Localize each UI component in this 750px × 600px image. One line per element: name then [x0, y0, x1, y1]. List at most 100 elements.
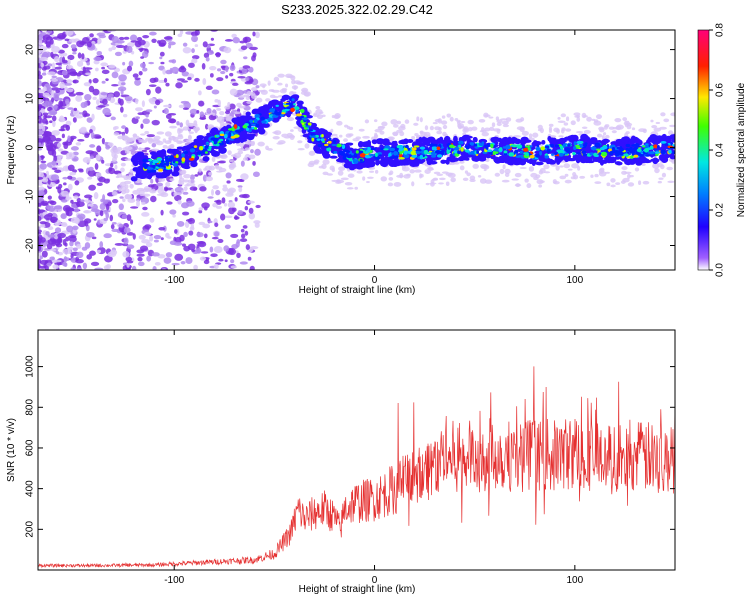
- noise-blob: [182, 126, 190, 131]
- ridge-blob: [160, 159, 165, 164]
- noise-blob: [594, 181, 602, 184]
- y-tick-label: 20: [25, 44, 36, 56]
- noise-blob: [51, 167, 58, 171]
- ridge-blob: [643, 144, 649, 148]
- noise-blob: [446, 113, 452, 118]
- noise-blob: [205, 258, 210, 262]
- ridge-blob: [502, 146, 508, 149]
- noise-blob: [259, 83, 267, 88]
- noise-blob: [61, 199, 68, 203]
- noise-blob: [137, 39, 146, 46]
- noise-blob: [141, 212, 150, 217]
- ridge-blob: [327, 140, 332, 144]
- noise-blob: [160, 209, 164, 216]
- noise-blob: [44, 100, 50, 108]
- noise-blob: [38, 80, 42, 87]
- ridge-blob: [280, 98, 286, 102]
- noise-blob: [331, 167, 335, 173]
- noise-blob: [139, 245, 149, 252]
- noise-blob: [627, 182, 635, 187]
- noise-blob: [207, 196, 214, 199]
- ridge-blob: [535, 153, 540, 158]
- noise-blob: [237, 75, 246, 79]
- noise-blob: [68, 235, 77, 243]
- noise-blob: [164, 140, 172, 144]
- noise-blob: [103, 217, 109, 222]
- ridge-blob: [204, 136, 210, 141]
- noise-blob: [326, 173, 333, 176]
- ridge-blob: [308, 129, 313, 132]
- noise-blob: [248, 66, 254, 73]
- noise-blob: [73, 207, 80, 213]
- noise-blob: [181, 80, 189, 83]
- noise-blob: [666, 166, 673, 171]
- noise-blob: [245, 76, 250, 82]
- noise-blob: [87, 206, 91, 210]
- noise-blob: [52, 264, 59, 270]
- noise-blob: [50, 97, 55, 103]
- ridge-blob: [461, 134, 471, 141]
- noise-blob: [113, 91, 121, 98]
- noise-blob: [74, 217, 80, 225]
- noise-blob: [196, 232, 204, 238]
- noise-blob: [220, 59, 227, 65]
- ridge-blob: [423, 149, 429, 155]
- noise-blob: [60, 222, 65, 226]
- noise-blob: [158, 39, 167, 47]
- ridge-blob: [215, 134, 220, 138]
- ridge-blob: [183, 151, 189, 154]
- ridge-blob: [158, 168, 163, 172]
- noise-blob: [169, 67, 173, 74]
- noise-blob: [142, 193, 151, 197]
- noise-blob: [39, 265, 47, 269]
- noise-blob: [160, 61, 165, 65]
- noise-blob: [150, 195, 157, 203]
- noise-blob: [198, 90, 202, 96]
- noise-blob: [176, 78, 186, 81]
- ridge-blob: [636, 148, 642, 153]
- noise-blob: [67, 107, 74, 110]
- noise-blob: [449, 116, 454, 122]
- noise-blob: [479, 129, 487, 133]
- noise-blob: [237, 148, 245, 151]
- noise-blob: [53, 105, 58, 111]
- noise-blob: [72, 109, 80, 117]
- noise-blob: [75, 91, 84, 96]
- noise-blob: [92, 88, 100, 96]
- noise-blob: [159, 56, 163, 60]
- noise-blob: [188, 131, 194, 134]
- noise-blob: [47, 234, 56, 238]
- noise-blob: [76, 40, 85, 48]
- noise-blob: [39, 221, 47, 225]
- noise-blob: [96, 32, 106, 37]
- noise-blob: [380, 176, 388, 182]
- ridge-blob: [238, 132, 246, 139]
- noise-blob: [101, 137, 105, 145]
- noise-blob: [69, 171, 77, 176]
- noise-blob: [211, 156, 216, 162]
- noise-blob: [142, 67, 148, 72]
- noise-blob: [53, 205, 62, 210]
- noise-blob: [142, 206, 148, 211]
- colorbar-tick-label: 0.6: [715, 83, 726, 97]
- noise-blob: [331, 179, 339, 182]
- ridge-blob: [363, 147, 368, 150]
- colorbar-tick-label: 0.4: [715, 143, 726, 157]
- y-tick-label: 1000: [25, 355, 36, 378]
- noise-blob: [244, 206, 249, 211]
- noise-blob: [116, 173, 123, 178]
- colorbar-label: Normalized spectral amplitude: [736, 82, 747, 217]
- noise-blob: [248, 212, 256, 220]
- noise-blob: [105, 144, 111, 150]
- noise-blob: [232, 37, 240, 44]
- noise-blob: [388, 177, 394, 181]
- noise-blob: [147, 184, 155, 188]
- noise-blob: [166, 201, 173, 205]
- ridge-blob: [163, 169, 170, 175]
- noise-blob: [223, 202, 228, 207]
- noise-blob: [148, 84, 157, 88]
- noise-blob: [143, 147, 151, 150]
- noise-blob: [222, 184, 228, 188]
- ridge-blob: [388, 153, 392, 158]
- noise-blob: [119, 181, 127, 188]
